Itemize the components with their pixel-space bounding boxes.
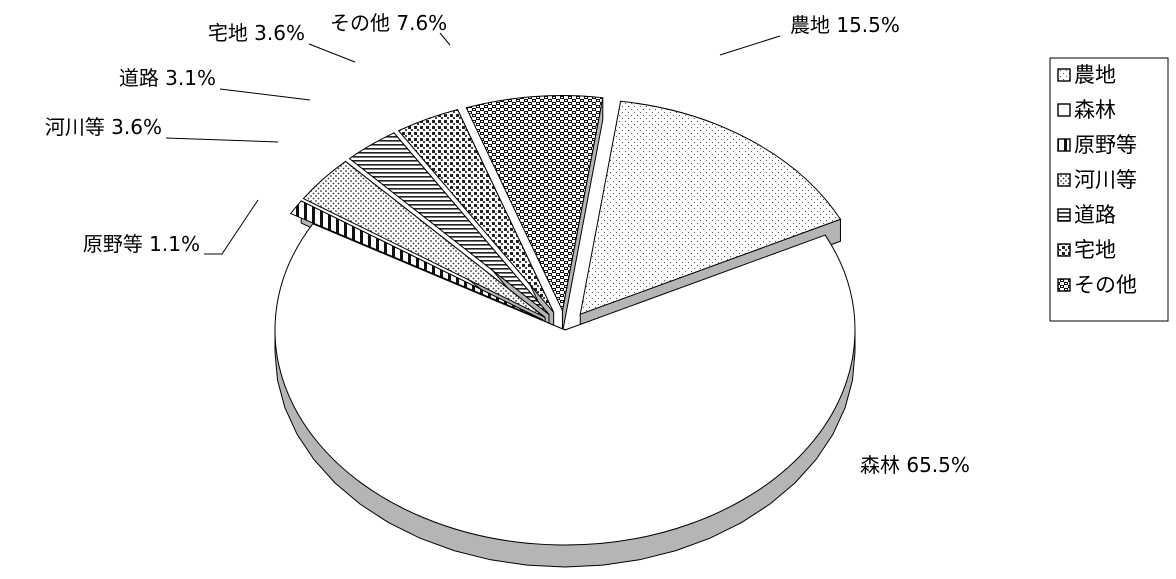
legend-swatch-7	[1057, 278, 1071, 292]
pie-slice-2	[274, 223, 856, 568]
leader-line-3	[204, 199, 259, 255]
leader-line-1	[719, 35, 781, 56]
legend-swatch-4	[1057, 173, 1071, 187]
pie-slice-face-4	[302, 160, 546, 318]
legend-item-6: 宅地	[1057, 238, 1116, 262]
leader-line-5	[219, 88, 311, 101]
legend-label-5: 道路	[1074, 203, 1116, 227]
data-label-4: 河川等 3.6%	[45, 115, 162, 139]
pie-slice-7	[465, 95, 604, 333]
legend-item-4: 河川等	[1057, 168, 1137, 192]
pie-slice-face-2	[274, 223, 856, 546]
legend-swatch-2	[1057, 103, 1071, 117]
pie-slices	[274, 95, 856, 568]
legend-label-4: 河川等	[1074, 168, 1137, 192]
legend-item-5: 道路	[1057, 203, 1116, 227]
pie-slice-face-3	[289, 200, 544, 321]
legend-label-6: 宅地	[1074, 238, 1116, 262]
leader-line-4	[165, 137, 279, 143]
pie-slice-face-7	[465, 95, 604, 313]
data-label-3: 原野等 1.1%	[83, 232, 200, 256]
data-label-2: 森林 65.5%	[860, 453, 970, 477]
legend-label-7: その他	[1074, 273, 1137, 297]
data-label-5: 道路 3.1%	[119, 66, 216, 90]
legend-swatch-3	[1057, 138, 1071, 152]
leader-line-7	[439, 32, 451, 46]
leader-line-6	[308, 43, 356, 63]
legend-item-1: 農地	[1057, 63, 1116, 87]
pie-slice-face-1	[579, 100, 842, 315]
data-label-1: 農地 15.5%	[790, 13, 900, 37]
legend-item-7: その他	[1057, 273, 1137, 297]
pie-slice-5	[348, 131, 550, 338]
pie-slice-face-6	[397, 109, 555, 313]
pie-slice-face-5	[348, 132, 550, 316]
pie-data-labels: 農地 15.5% 森林 65.5% 原野等 1.1% 河川等 3.6% 道路 3.1% 宅…	[45, 11, 970, 477]
legend-label-2: 森林	[1074, 98, 1116, 122]
legend-frame	[1049, 57, 1169, 322]
legend-label-1: 農地	[1074, 63, 1116, 87]
data-label-7: その他 7.6%	[330, 11, 447, 35]
data-label-6: 宅地 3.6%	[208, 21, 305, 45]
legend-label-3: 原野等	[1074, 133, 1137, 157]
legend-swatch-6	[1057, 243, 1071, 257]
legend-item-3: 原野等	[1057, 133, 1137, 157]
legend-swatch-5	[1057, 208, 1071, 222]
legend-item-2: 森林	[1057, 98, 1116, 122]
legend-swatch-1	[1057, 68, 1071, 82]
